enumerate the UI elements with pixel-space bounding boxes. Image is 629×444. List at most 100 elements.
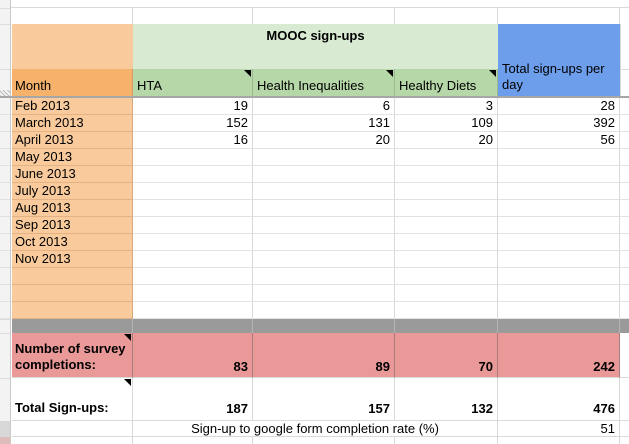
empty-cell[interactable] — [620, 8, 629, 24]
cell-month[interactable]: May 2013 — [12, 149, 133, 166]
cell-total-per-day[interactable] — [498, 183, 620, 200]
empty-cell[interactable] — [395, 437, 498, 444]
empty-cell[interactable] — [620, 98, 629, 115]
cell-hta[interactable] — [133, 268, 253, 285]
cell-month[interactable]: Oct 2013 — [12, 234, 133, 251]
cell-total-per-day[interactable] — [498, 268, 620, 285]
empty-cell[interactable] — [620, 24, 629, 96]
cell-total-per-day[interactable] — [498, 200, 620, 217]
cell-healthy-diets[interactable] — [395, 183, 498, 200]
cell-health-inequalities[interactable] — [253, 251, 395, 268]
cell-hta[interactable] — [133, 251, 253, 268]
cell-health-inequalities[interactable] — [253, 234, 395, 251]
cell-healthy-diets[interactable]: 109 — [395, 115, 498, 132]
empty-cell[interactable] — [620, 132, 629, 149]
empty-cell[interactable] — [620, 234, 629, 251]
survey-label-cell[interactable]: Number of survey completions: — [12, 333, 133, 378]
survey-health-inequalities-cell[interactable]: 89 — [253, 333, 395, 378]
cell-month[interactable] — [12, 285, 133, 302]
empty-row[interactable] — [12, 8, 629, 24]
column-header-hta[interactable]: HTA — [133, 69, 253, 96]
cell-hta[interactable] — [133, 302, 253, 319]
cell-health-inequalities[interactable] — [253, 268, 395, 285]
cell-healthy-diets[interactable] — [395, 285, 498, 302]
cell-month[interactable]: Aug 2013 — [12, 200, 133, 217]
empty-cell[interactable] — [12, 421, 133, 437]
cell-health-inequalities[interactable]: 6 — [253, 98, 395, 115]
cell-hta[interactable]: 16 — [133, 132, 253, 149]
cell-month[interactable]: Sep 2013 — [12, 217, 133, 234]
empty-cell[interactable] — [620, 333, 629, 378]
cell-hta[interactable] — [133, 285, 253, 302]
survey-healthy-diets-cell[interactable]: 70 — [395, 333, 498, 378]
total-health-inequalities-cell[interactable]: 157 — [253, 378, 395, 421]
cell-month[interactable]: April 2013 — [12, 132, 133, 149]
column-header-health-inequalities[interactable]: Health Inequalities — [253, 69, 395, 96]
cell-hta[interactable]: 19 — [133, 98, 253, 115]
cell-hta[interactable] — [133, 166, 253, 183]
empty-cell[interactable] — [620, 421, 629, 437]
cell-healthy-diets[interactable] — [395, 251, 498, 268]
cell-health-inequalities[interactable] — [253, 200, 395, 217]
cell-healthy-diets[interactable] — [395, 268, 498, 285]
cell-total-per-day[interactable] — [498, 251, 620, 268]
cell-total-per-day[interactable] — [498, 166, 620, 183]
cell-hta[interactable]: 152 — [133, 115, 253, 132]
empty-cell[interactable] — [133, 437, 253, 444]
empty-cell[interactable] — [395, 8, 498, 24]
cell-health-inequalities[interactable] — [253, 302, 395, 319]
empty-row[interactable] — [11, 0, 629, 8]
cell-healthy-diets[interactable] — [395, 217, 498, 234]
cell-total-per-day[interactable] — [498, 149, 620, 166]
cell-total-per-day[interactable]: 56 — [498, 132, 620, 149]
cell-healthy-diets[interactable] — [395, 200, 498, 217]
column-header-month[interactable]: Month — [12, 69, 133, 96]
cell-total-per-day[interactable] — [498, 302, 620, 319]
cell-health-inequalities[interactable] — [253, 217, 395, 234]
column-header-total-per-day[interactable]: Total sign-ups per day — [498, 24, 620, 96]
cell-health-inequalities[interactable] — [253, 183, 395, 200]
empty-cell[interactable] — [133, 8, 253, 24]
empty-cell[interactable] — [253, 437, 395, 444]
cell-hta[interactable] — [133, 149, 253, 166]
empty-cell[interactable] — [12, 8, 133, 24]
cell-healthy-diets[interactable] — [395, 302, 498, 319]
empty-cell[interactable] — [620, 217, 629, 234]
cell-health-inequalities[interactable]: 131 — [253, 115, 395, 132]
cell-month[interactable] — [12, 302, 133, 319]
empty-cell[interactable] — [620, 302, 629, 319]
empty-cell[interactable] — [620, 251, 629, 268]
cell-healthy-diets[interactable] — [395, 166, 498, 183]
empty-cell[interactable] — [620, 149, 629, 166]
empty-cell[interactable] — [620, 166, 629, 183]
cell-month[interactable]: Feb 2013 — [12, 98, 133, 115]
empty-cell[interactable] — [620, 437, 629, 444]
month-column-header-block[interactable] — [12, 24, 133, 69]
cell-healthy-diets[interactable] — [395, 234, 498, 251]
empty-cell[interactable] — [498, 8, 620, 24]
cell-health-inequalities[interactable]: 20 — [253, 132, 395, 149]
empty-cell[interactable] — [620, 378, 629, 421]
empty-cell[interactable] — [253, 8, 395, 24]
total-healthy-diets-cell[interactable]: 132 — [395, 378, 498, 421]
separator-row[interactable] — [12, 319, 629, 333]
cell-month[interactable]: Nov 2013 — [12, 251, 133, 268]
cell-month[interactable]: June 2013 — [12, 166, 133, 183]
cell-total-per-day[interactable] — [498, 234, 620, 251]
total-label-cell[interactable]: Total Sign-ups: — [12, 378, 133, 421]
spreadsheet-title-cell[interactable]: MOOC sign-ups — [133, 24, 498, 69]
cell-healthy-diets[interactable]: 3 — [395, 98, 498, 115]
total-total-cell[interactable]: 476 — [498, 378, 620, 421]
cell-month[interactable] — [12, 268, 133, 285]
empty-cell[interactable] — [620, 285, 629, 302]
completion-rate-label-cell[interactable]: Sign-up to google form completion rate (… — [133, 421, 498, 437]
empty-cell[interactable] — [498, 437, 620, 444]
cell-health-inequalities[interactable] — [253, 166, 395, 183]
empty-cell[interactable] — [620, 183, 629, 200]
cell-month[interactable]: July 2013 — [12, 183, 133, 200]
empty-row[interactable] — [12, 437, 629, 444]
completion-rate-value-cell[interactable]: 51 — [498, 421, 620, 437]
cell-hta[interactable] — [133, 217, 253, 234]
survey-total-cell[interactable]: 242 — [498, 333, 620, 378]
cell-hta[interactable] — [133, 200, 253, 217]
